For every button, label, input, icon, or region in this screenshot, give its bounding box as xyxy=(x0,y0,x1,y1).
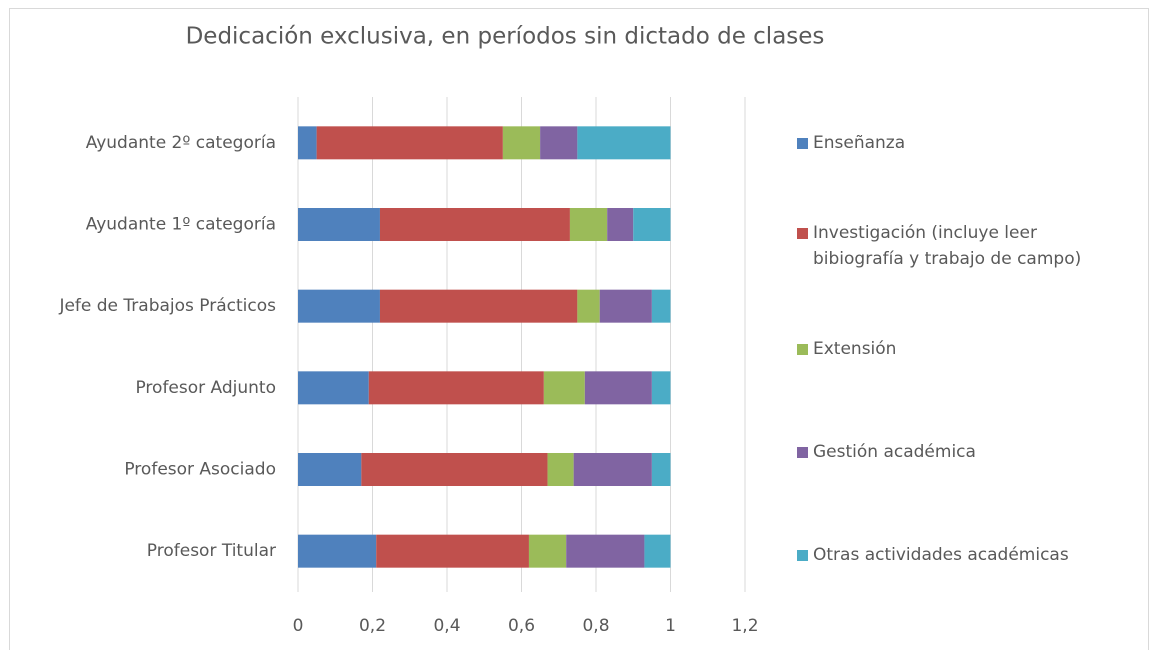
y-tick-label: Jefe de Trabajos Prácticos xyxy=(58,296,276,316)
x-tick-label: 0,2 xyxy=(359,616,386,636)
bar-segment xyxy=(379,289,578,323)
bar-segment xyxy=(502,126,541,160)
y-tick-label: Profesor Titular xyxy=(147,541,276,561)
bar-segment xyxy=(566,534,645,568)
chart-frame xyxy=(9,8,1149,650)
legend-item: Investigación (incluye leer bibiografía … xyxy=(797,220,1117,272)
legend-swatch xyxy=(797,344,808,355)
legend-item: Otras actividades académicas xyxy=(797,542,1117,568)
x-tick-label: 1 xyxy=(665,616,676,636)
bar-segment xyxy=(573,453,652,486)
legend-label: Investigación (incluye leer bibiografía … xyxy=(813,223,1082,269)
y-tick-label: Profesor Asociado xyxy=(124,460,276,480)
bar-segment xyxy=(577,289,600,323)
bar-segment xyxy=(644,534,671,568)
legend-item: Enseñanza xyxy=(797,130,1117,156)
bar-segment xyxy=(361,453,548,486)
bar-segment xyxy=(298,453,362,486)
legend-item: Extensión xyxy=(797,336,1117,362)
bar-segment xyxy=(651,453,671,486)
bar-segment xyxy=(298,289,380,323)
bar-segment xyxy=(298,126,317,160)
bar-segment xyxy=(651,371,671,405)
bar-segment xyxy=(633,208,671,241)
legend-item: Gestión académica xyxy=(797,439,1117,465)
y-tick-label: Profesor Adjunto xyxy=(135,378,276,398)
bar-segment xyxy=(547,453,574,486)
legend-swatch xyxy=(797,447,808,458)
bar-segment xyxy=(651,289,671,323)
legend-label: Enseñanza xyxy=(813,133,906,153)
legend-swatch xyxy=(797,138,808,149)
x-tick-label: 0,4 xyxy=(433,616,460,636)
bar-segment xyxy=(528,534,567,568)
bar-segment xyxy=(379,208,570,241)
bar-segment xyxy=(543,371,585,405)
bar-segment xyxy=(368,371,544,405)
bar-segment xyxy=(577,126,671,160)
bar-segment xyxy=(298,371,369,405)
legend-label: Otras actividades académicas xyxy=(813,545,1069,565)
legend-swatch xyxy=(797,550,808,561)
bar-segment xyxy=(298,534,377,568)
legend-label: Gestión académica xyxy=(813,442,976,462)
bar-segment xyxy=(376,534,529,568)
y-tick-label: Ayudante 2º categoría xyxy=(86,133,276,153)
bar-segment xyxy=(298,208,380,241)
x-tick-label: 0,6 xyxy=(508,616,535,636)
bar-segment xyxy=(540,126,578,160)
bar-segment xyxy=(316,126,503,160)
x-tick-label: 0 xyxy=(293,616,304,636)
legend-swatch xyxy=(797,228,808,239)
bar-segment xyxy=(607,208,634,241)
bar-segment xyxy=(584,371,652,405)
bar-segment xyxy=(599,289,652,323)
x-tick-label: 0,8 xyxy=(582,616,609,636)
bar-segment xyxy=(569,208,608,241)
legend-label: Extensión xyxy=(813,339,897,359)
chart-title: Dedicación exclusiva, en períodos sin di… xyxy=(186,24,825,50)
x-tick-label: 1,2 xyxy=(731,616,758,636)
y-tick-label: Ayudante 1º categoría xyxy=(86,215,276,235)
